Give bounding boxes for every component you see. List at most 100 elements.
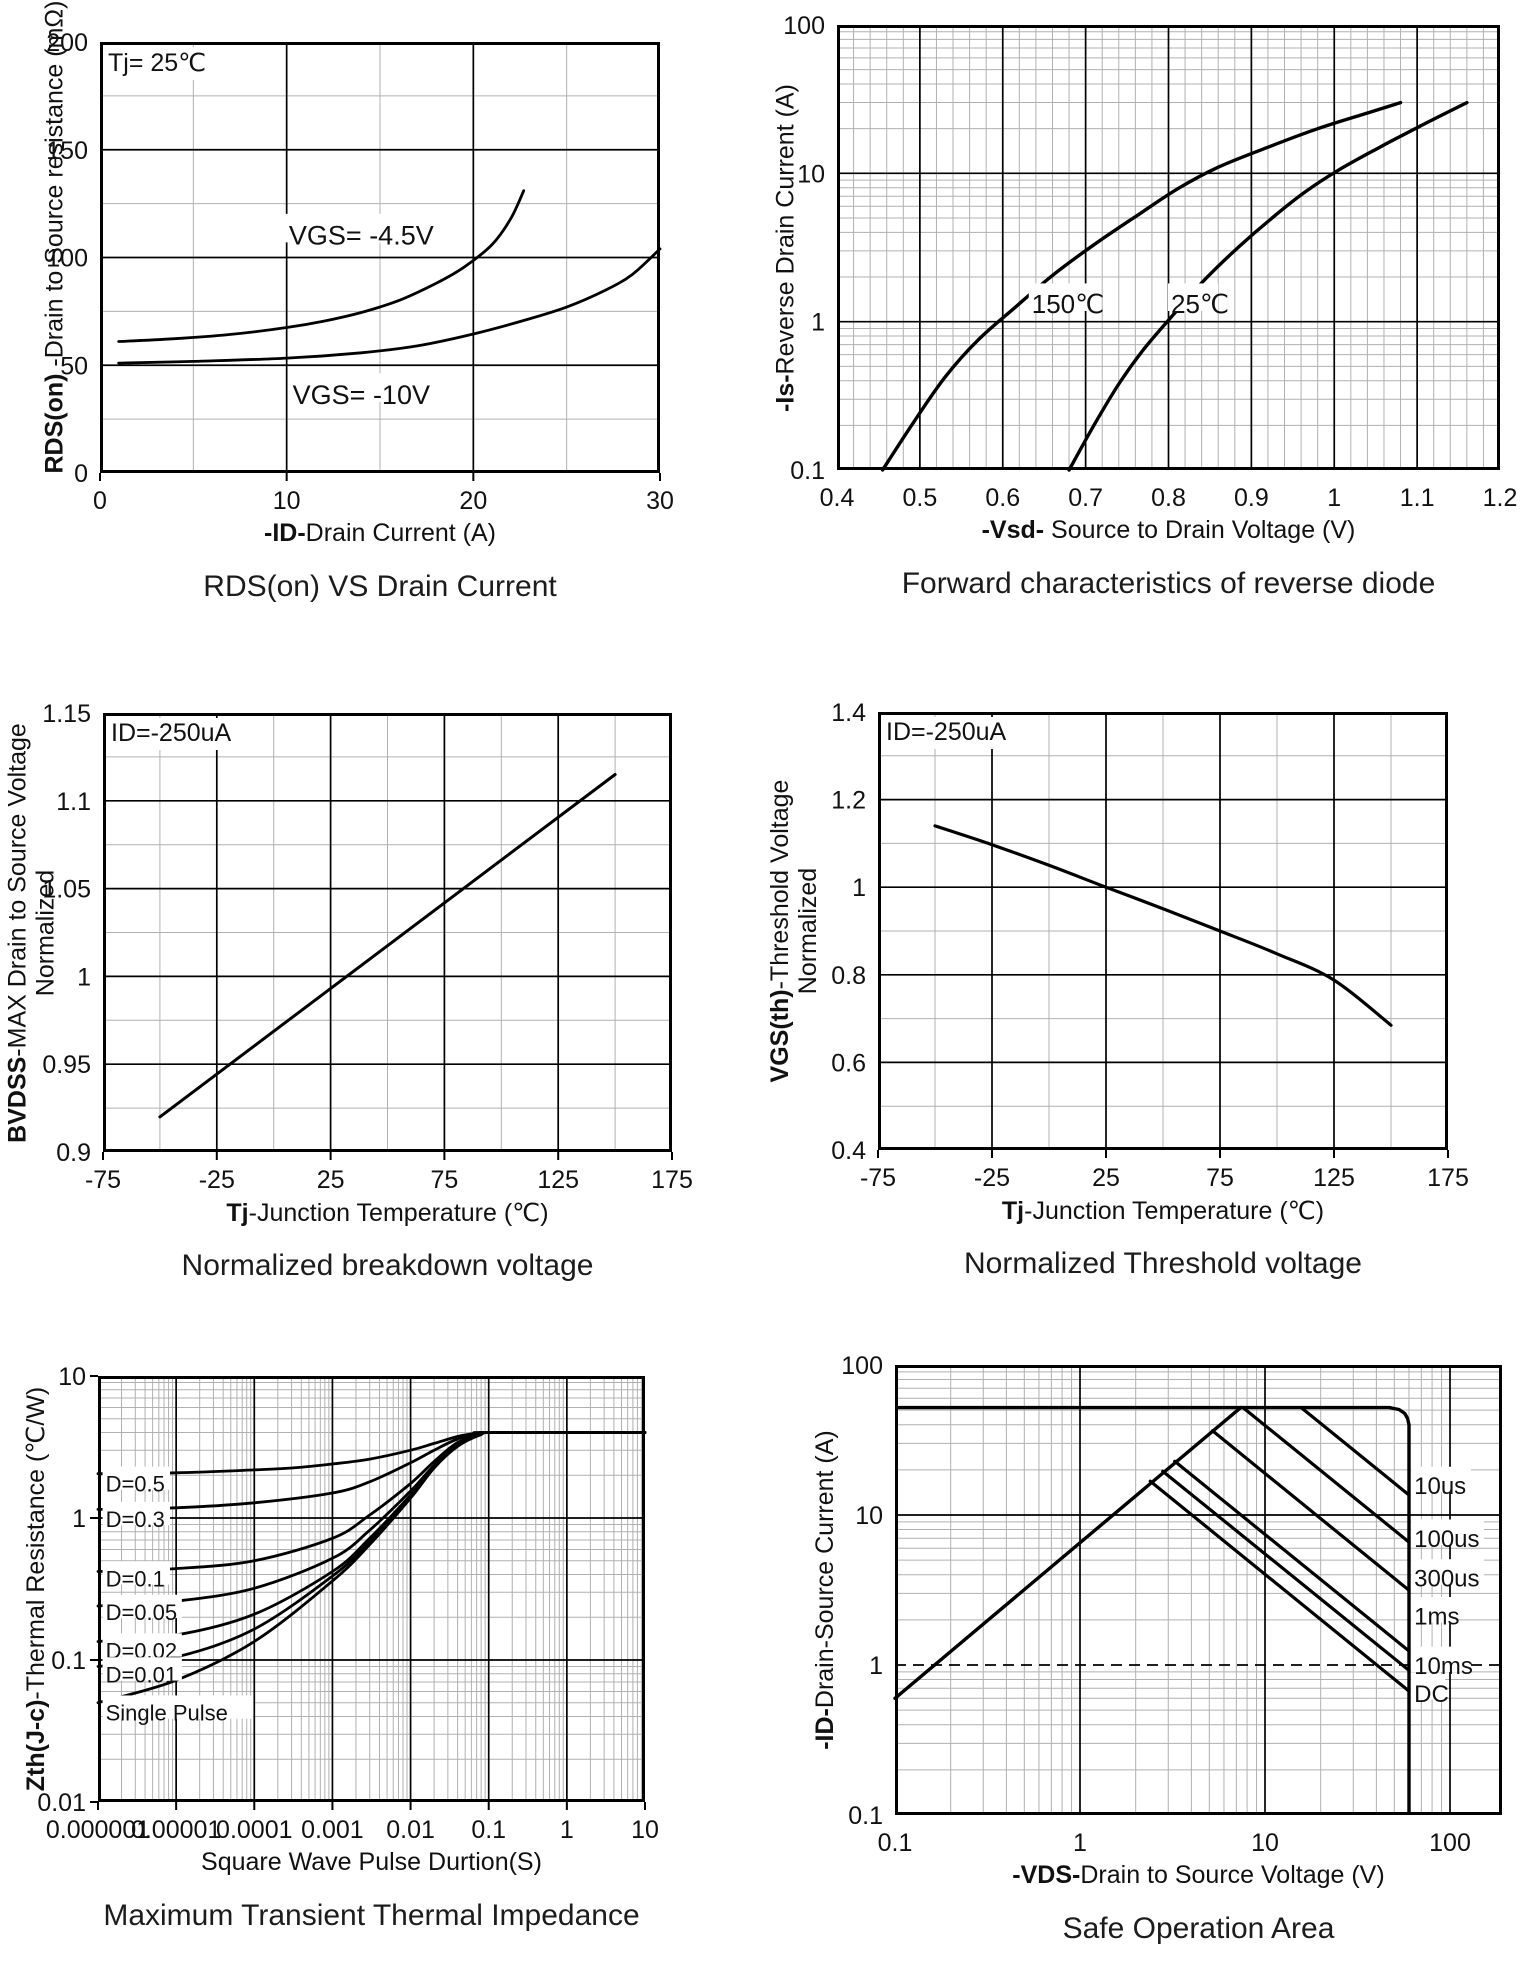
svg-text:175: 175 <box>1427 1164 1469 1192</box>
svg-text:30: 30 <box>646 487 674 515</box>
svg-text:VGS= -4.5V: VGS= -4.5V <box>289 221 434 251</box>
x-axis-label: Tj-Junction Temperature (℃) <box>1001 1197 1325 1225</box>
svg-text:10: 10 <box>797 160 825 188</box>
svg-text:150℃: 150℃ <box>1032 289 1105 319</box>
svg-text:100: 100 <box>783 12 825 40</box>
svg-text:0.6: 0.6 <box>831 1049 866 1077</box>
svg-text:1.2: 1.2 <box>831 787 866 815</box>
svg-text:300us: 300us <box>1414 1566 1479 1593</box>
svg-text:1: 1 <box>852 874 866 902</box>
chart-caption: Normalized breakdown voltage <box>181 1249 594 1282</box>
svg-text:0.9: 0.9 <box>1234 484 1269 512</box>
svg-text:1.05: 1.05 <box>42 876 91 904</box>
svg-text:0.000001: 0.000001 <box>46 1816 150 1844</box>
svg-text:-75: -75 <box>85 1166 121 1194</box>
svg-text:100: 100 <box>1429 1829 1471 1857</box>
svg-text:0.1: 0.1 <box>848 1802 883 1830</box>
svg-text:50: 50 <box>60 352 88 380</box>
svg-text:10: 10 <box>58 1363 86 1391</box>
svg-text:D=0.5: D=0.5 <box>106 1472 165 1497</box>
y-axis-label: VGS(th)-Threshold Voltage Normalized <box>766 779 822 1083</box>
x-axis-label: Square Wave Pulse Durtion(S) <box>201 1848 542 1876</box>
svg-text:0: 0 <box>74 460 88 488</box>
chart-caption: Maximum Transient Thermal Impedance <box>103 1899 640 1932</box>
plot-svg: -75 -25 25 75 125 175 0.4 0.6 0.8 1 1.2 1.4 <box>831 699 1469 1192</box>
x-axis-label: -ID-Drain Current (A) <box>264 519 496 547</box>
svg-text:0.1: 0.1 <box>790 457 825 485</box>
svg-text:125: 125 <box>1313 1164 1355 1192</box>
x-axis-label: -Vsd- Source to Drain Voltage (V) <box>981 516 1356 544</box>
svg-text:0.6: 0.6 <box>985 484 1020 512</box>
plot-annotation: Tj= 25℃ <box>105 47 212 80</box>
svg-text:1.2: 1.2 <box>1483 484 1518 512</box>
plot-svg: -75 -25 25 75 125 175 0.9 0.95 1 1.05 1.1 1.15 <box>42 700 693 1194</box>
svg-text:DC: DC <box>1414 1681 1449 1708</box>
y-axis-label: RDS(on) -Drain to Source resistance (mΩ) <box>40 0 68 473</box>
chart-caption: Forward characteristics of reverse diode <box>901 567 1436 600</box>
svg-text:VGS= -10V: VGS= -10V <box>293 380 430 410</box>
svg-text:1: 1 <box>560 1816 574 1844</box>
svg-text:25: 25 <box>1092 1164 1120 1192</box>
svg-text:125: 125 <box>537 1166 579 1194</box>
svg-text:0.4: 0.4 <box>820 484 855 512</box>
svg-text:-25: -25 <box>974 1164 1010 1192</box>
svg-text:10us: 10us <box>1414 1473 1466 1500</box>
svg-text:0.01: 0.01 <box>37 1789 86 1817</box>
svg-text:-25: -25 <box>199 1166 235 1194</box>
svg-text:175: 175 <box>651 1166 693 1194</box>
chart-caption: Safe Operation Area <box>1062 1912 1335 1945</box>
svg-text:1.4: 1.4 <box>831 699 866 727</box>
x-axis-label: -VDS-Drain to Source Voltage (V) <box>1012 1861 1385 1889</box>
svg-text:1: 1 <box>1073 1829 1087 1857</box>
svg-text:1.15: 1.15 <box>42 700 91 728</box>
svg-text:20: 20 <box>459 487 487 515</box>
svg-text:1: 1 <box>1327 484 1341 512</box>
svg-text:1: 1 <box>869 1652 883 1680</box>
svg-text:1: 1 <box>77 963 91 991</box>
svg-text:0.8: 0.8 <box>831 962 866 990</box>
svg-text:200: 200 <box>46 29 88 57</box>
svg-text:10: 10 <box>273 487 301 515</box>
svg-text:D=0.05: D=0.05 <box>106 1600 178 1625</box>
plot-annotation: ID=-250uA <box>108 718 237 750</box>
svg-text:0: 0 <box>93 487 107 515</box>
svg-text:0.5: 0.5 <box>902 484 937 512</box>
svg-text:0.00001: 0.00001 <box>131 1816 221 1844</box>
svg-text:75: 75 <box>430 1166 458 1194</box>
svg-text:-75: -75 <box>860 1164 896 1192</box>
svg-text:100: 100 <box>841 1352 883 1380</box>
svg-text:0.001: 0.001 <box>301 1816 364 1844</box>
svg-text:150: 150 <box>46 137 88 165</box>
plot-svg: D=0.5D=0.3D=0.1D=0.05D=0.02D=0.01Single … <box>37 1363 659 1844</box>
svg-text:75: 75 <box>1206 1164 1234 1192</box>
x-axis-label: Tj-Junction Temperature (℃) <box>226 1199 549 1227</box>
y-axis-label: -ID-Drain-Source Current (A) <box>811 1430 839 1750</box>
svg-text:1: 1 <box>811 309 825 337</box>
svg-text:10: 10 <box>855 1502 883 1530</box>
y-axis-label: BVDSS-MAX Drain to Source Voltage Normal… <box>3 722 59 1143</box>
svg-text:0.7: 0.7 <box>1068 484 1103 512</box>
svg-text:0.1: 0.1 <box>878 1829 913 1857</box>
svg-text:1.1: 1.1 <box>56 788 91 816</box>
svg-text:0.8: 0.8 <box>1151 484 1186 512</box>
svg-text:25: 25 <box>317 1166 345 1194</box>
svg-text:0.9: 0.9 <box>56 1139 91 1167</box>
svg-text:1.1: 1.1 <box>1400 484 1435 512</box>
plot-svg: VGS= -4.5V VGS= -10V 0 10 20 30 0 50 100 150 200 <box>46 29 674 515</box>
svg-text:D=0.3: D=0.3 <box>106 1507 165 1532</box>
y-axis-label: Zth(J-c)-Thermal Resistance (℃/W) <box>22 1386 50 1792</box>
svg-text:1: 1 <box>72 1505 86 1533</box>
svg-text:100: 100 <box>46 245 88 273</box>
svg-text:0.4: 0.4 <box>831 1137 866 1165</box>
svg-text:0.95: 0.95 <box>42 1051 91 1079</box>
svg-text:Single Pulse: Single Pulse <box>106 1701 228 1726</box>
svg-text:0.01: 0.01 <box>386 1816 435 1844</box>
svg-text:10: 10 <box>1251 1829 1279 1857</box>
svg-text:D=0.01: D=0.01 <box>106 1662 178 1687</box>
svg-text:0.1: 0.1 <box>471 1816 506 1844</box>
chart-caption: Normalized Threshold voltage <box>964 1247 1362 1280</box>
svg-text:0.0001: 0.0001 <box>216 1816 292 1844</box>
y-axis-label: -Is-Reverse Drain Current (A) <box>771 83 799 412</box>
svg-text:1ms: 1ms <box>1414 1603 1459 1630</box>
